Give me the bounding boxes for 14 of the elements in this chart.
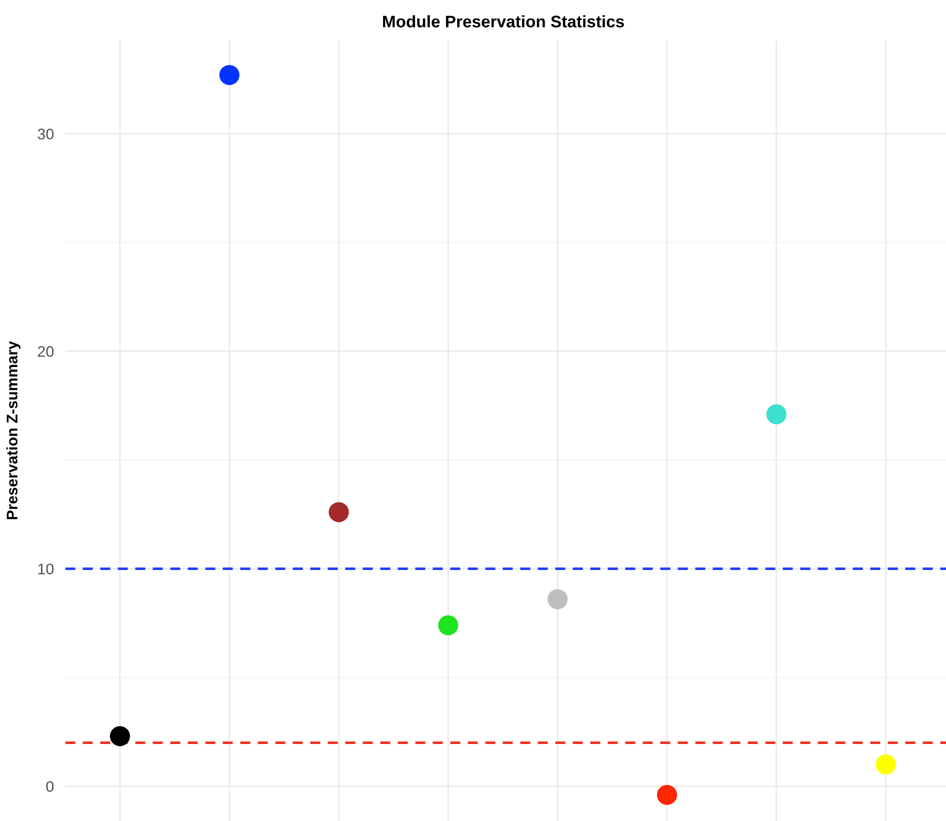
chart-title: Module Preservation Statistics xyxy=(383,15,624,28)
y-tick-label: 30 xyxy=(38,128,54,140)
point xyxy=(219,64,240,86)
point xyxy=(438,615,458,636)
point xyxy=(548,589,568,610)
point xyxy=(110,726,130,746)
point xyxy=(876,754,896,775)
point xyxy=(328,502,349,522)
y-tick-label: 0 xyxy=(46,781,54,792)
y-tick-label: 20 xyxy=(38,346,54,357)
y-axis-title: Preservation Z-summary xyxy=(6,341,21,520)
y-tick-label: 10 xyxy=(38,564,54,574)
point xyxy=(766,404,786,424)
point xyxy=(656,784,678,805)
